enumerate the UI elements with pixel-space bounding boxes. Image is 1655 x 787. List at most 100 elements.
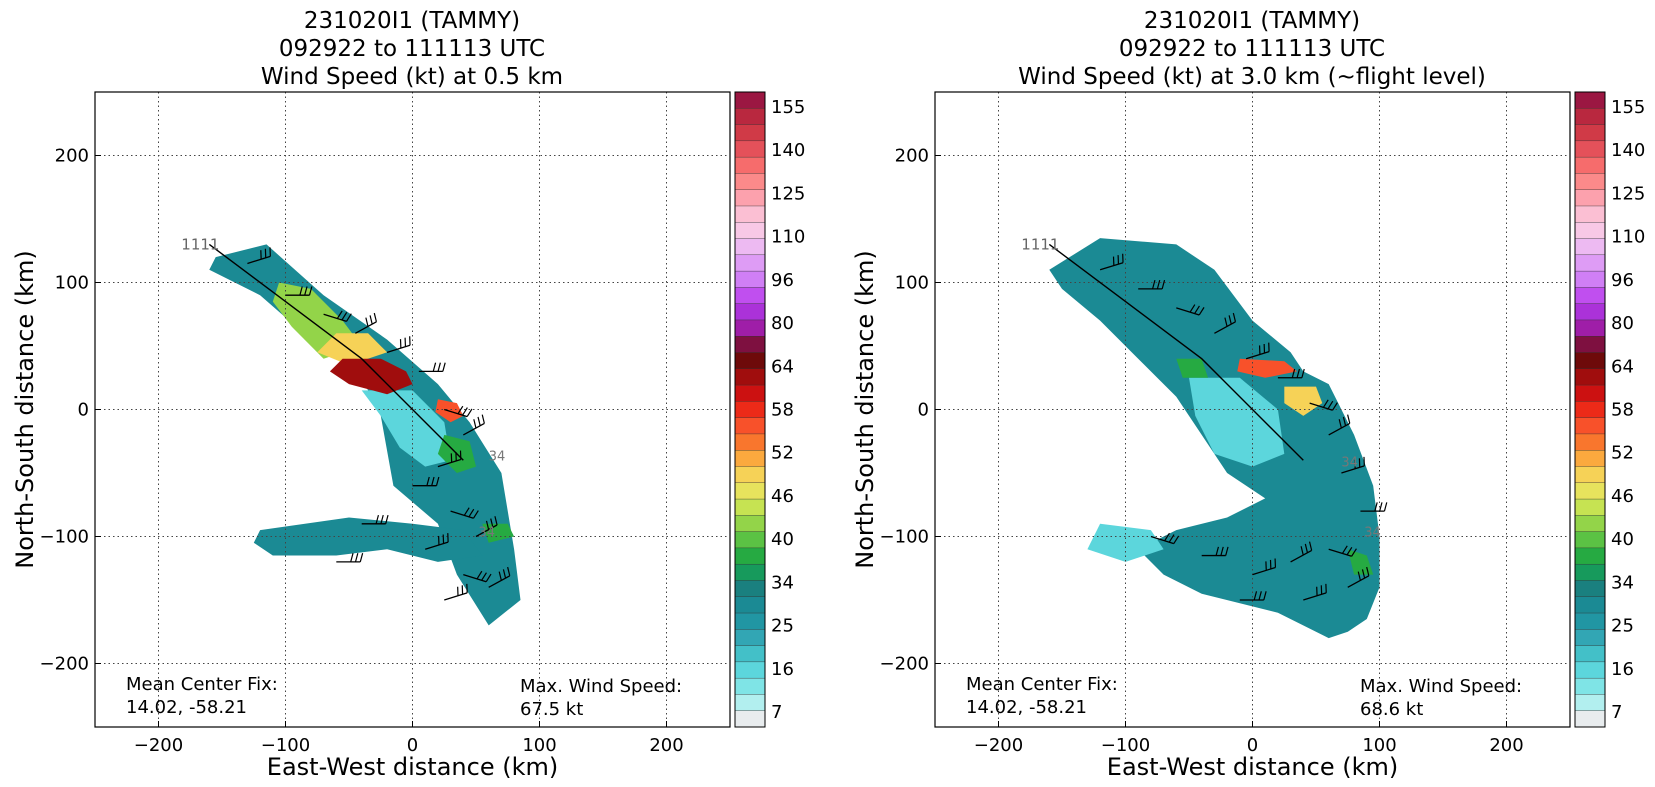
y-tick-label: −200 <box>40 654 89 675</box>
colorbar-swatch <box>734 612 766 630</box>
wind-barb <box>1252 558 1277 576</box>
colorbar-swatch <box>1574 677 1606 695</box>
colorbar-swatch <box>734 352 766 370</box>
wind-barb <box>1239 591 1267 601</box>
colorbar-swatch <box>1574 91 1606 109</box>
center-fix-annotation: Mean Center Fix:14.02, -58.21 <box>966 674 1118 718</box>
track-time-label: 1111 <box>1021 235 1059 253</box>
colorbar-swatch <box>1574 189 1606 207</box>
colorbar-swatch <box>1574 596 1606 614</box>
colorbar-swatch <box>1574 482 1606 500</box>
colorbar-swatch <box>734 629 766 647</box>
colorbar-swatch <box>1574 661 1606 679</box>
x-tick-label: 200 <box>649 735 683 756</box>
colorbar-swatch <box>734 189 766 207</box>
colorbar-swatch <box>734 580 766 598</box>
colorbar-tick-label: 125 <box>771 183 805 204</box>
wind-barb <box>475 516 498 538</box>
y-tick-label: 100 <box>895 273 929 294</box>
colorbar-swatch <box>734 482 766 500</box>
colorbar-tick-label: 34 <box>771 572 794 593</box>
x-tick-label: 0 <box>1247 735 1258 756</box>
colorbar-swatch <box>734 531 766 549</box>
colorbar-swatch <box>734 563 766 581</box>
colorbar-swatch <box>734 368 766 386</box>
wind-barb <box>1099 253 1124 271</box>
y-tick-label: 100 <box>55 273 89 294</box>
y-axis: 200 100 0 −100 −200 <box>880 146 941 675</box>
wind-region <box>253 517 483 562</box>
wind-barb <box>386 336 411 353</box>
wind-barbs <box>247 247 511 601</box>
colorbar-tick-label: 140 <box>1611 140 1645 161</box>
colorbar-tick-label: 7 <box>1611 702 1622 723</box>
colorbar-tick-label: 96 <box>1611 270 1634 291</box>
contour-label: 34 <box>1364 526 1381 541</box>
colorbar-swatch <box>734 547 766 565</box>
x-axis-label: East-West distance (km) <box>1107 753 1398 781</box>
x-tick-label: −100 <box>1101 735 1150 756</box>
chart-title: 231020I1 (TAMMY)092922 to 111113 UTCWind… <box>1018 8 1486 90</box>
colorbar-tick-label: 40 <box>771 529 794 550</box>
x-tick-label: 100 <box>1362 735 1396 756</box>
contour-label: 34 <box>489 449 506 464</box>
wind-barb <box>412 476 440 487</box>
y-tick-label: 0 <box>918 400 929 421</box>
colorbar-swatch <box>734 319 766 337</box>
colorbar-swatch <box>734 287 766 305</box>
colorbar-swatch <box>1574 563 1606 581</box>
y-tick-label: −200 <box>880 654 929 675</box>
wind-barb <box>1290 541 1313 563</box>
wind-barb <box>1328 545 1357 557</box>
colorbar-swatch <box>1574 401 1606 419</box>
colorbar-tick-label: 125 <box>1611 183 1645 204</box>
colorbar-swatch <box>734 156 766 174</box>
colorbar-swatch <box>734 173 766 191</box>
flight-track <box>1048 243 1304 461</box>
colorbar-swatch <box>1574 124 1606 142</box>
colorbar-swatch <box>1574 498 1606 516</box>
wind-barb <box>1138 280 1166 290</box>
center-fix-label: Mean Center Fix: <box>126 674 278 695</box>
colorbar-swatch <box>1574 710 1606 728</box>
colorbar-tick-label: 52 <box>1611 443 1634 464</box>
colorbar-swatch <box>734 645 766 663</box>
wind-region <box>1284 386 1323 416</box>
colorbar-swatch <box>734 124 766 142</box>
colorbar-swatch <box>1574 205 1606 223</box>
wind-barb <box>1245 342 1270 360</box>
chart-title: 231020I1 (TAMMY)092922 to 111113 UTCWind… <box>261 8 563 90</box>
wind-barb <box>463 570 492 583</box>
colorbar-tick-label: 25 <box>1611 616 1634 637</box>
colorbar-tick-label: 16 <box>771 659 794 680</box>
colorbar-swatch <box>1574 140 1606 158</box>
colorbar-swatch <box>1574 287 1606 305</box>
wind-barb <box>425 533 449 550</box>
colorbar-swatch <box>1574 645 1606 663</box>
colorbar-swatch <box>1574 336 1606 354</box>
colorbar-swatch <box>1574 417 1606 435</box>
flight-track <box>208 243 464 461</box>
colorbar-swatch <box>734 515 766 533</box>
wind-barb <box>444 405 473 418</box>
colorbar-tick-label: 58 <box>771 400 794 421</box>
center-fix-value: 14.02, -58.21 <box>126 697 247 718</box>
colorbar-swatch <box>1574 238 1606 256</box>
max-wind-label: Max. Wind Speed: <box>520 676 682 697</box>
x-tick-label: −200 <box>134 735 183 756</box>
colorbar-swatch <box>1574 368 1606 386</box>
max-wind-value: 67.5 kt <box>520 699 583 720</box>
colorbar-swatch <box>1574 612 1606 630</box>
colorbar-swatch <box>734 498 766 516</box>
max-wind-annotation: Max. Wind Speed:67.5 kt <box>520 676 682 720</box>
colorbar-swatch <box>734 450 766 467</box>
wind-barb <box>1303 583 1327 601</box>
colorbar-swatch <box>734 205 766 223</box>
y-axis: 200 100 0 −100 −200 <box>40 146 101 675</box>
wind-barb <box>462 414 485 436</box>
colorbar-swatch <box>1574 466 1606 484</box>
contour-label: 34 <box>479 526 496 541</box>
colorbar-swatch <box>1574 629 1606 647</box>
colorbar-tick-label: 46 <box>771 486 794 507</box>
